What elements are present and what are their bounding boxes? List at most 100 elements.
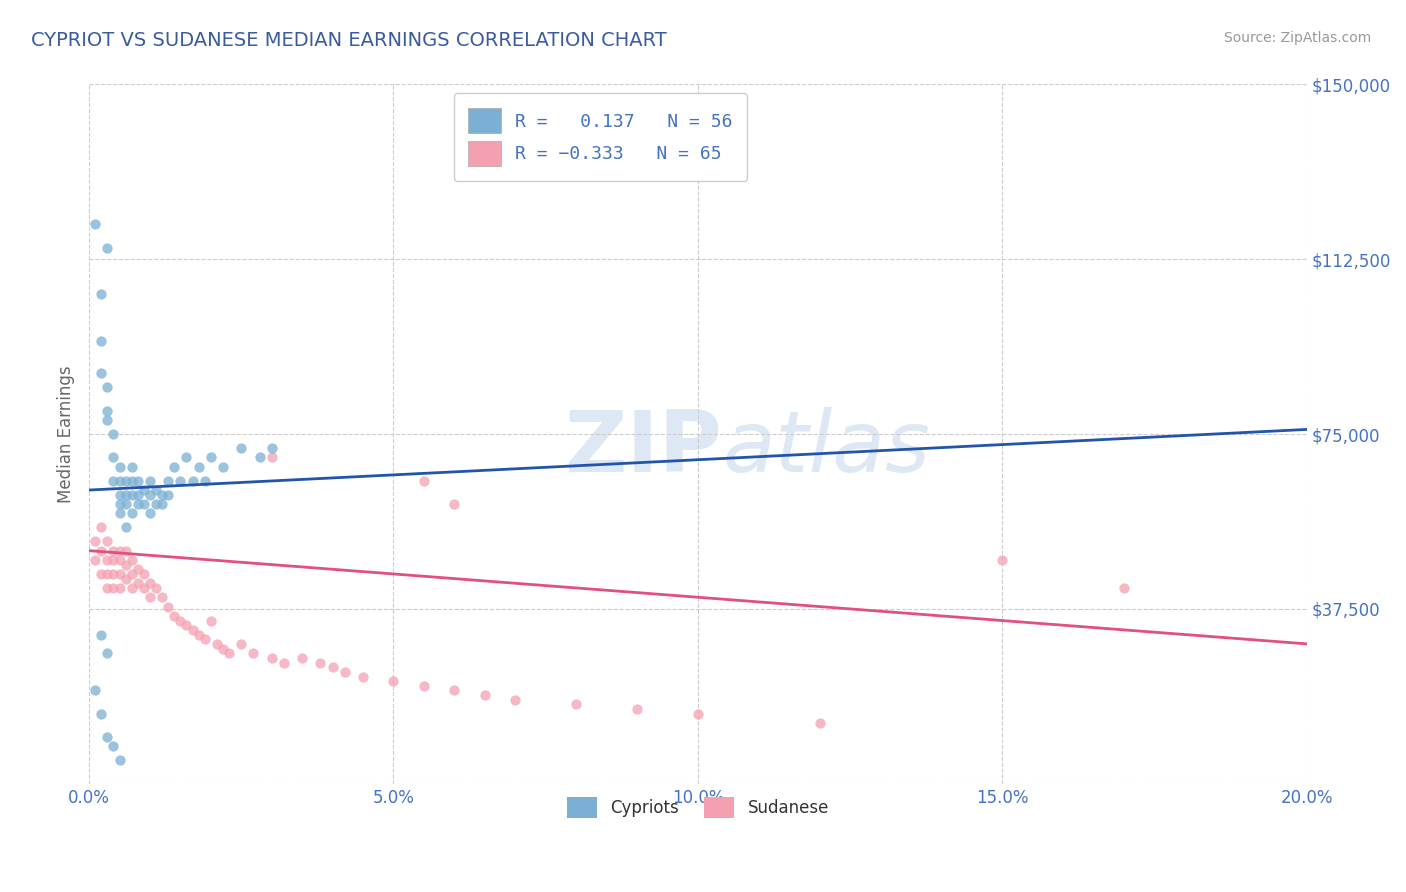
Point	[145, 497, 167, 511]
Point	[90, 367, 112, 381]
Point	[139, 576, 162, 591]
Legend: Cypriots, Sudanese: Cypriots, Sudanese	[561, 790, 835, 824]
Point	[291, 651, 314, 665]
Point	[333, 665, 356, 679]
Point	[808, 716, 831, 731]
Point	[121, 459, 143, 474]
Point	[127, 562, 149, 576]
Point	[260, 441, 283, 455]
Point	[127, 488, 149, 502]
Point	[121, 581, 143, 595]
Point	[1114, 581, 1136, 595]
Point	[108, 581, 131, 595]
Point	[187, 627, 209, 641]
Point	[103, 739, 125, 754]
Point	[157, 599, 180, 614]
Point	[194, 474, 217, 488]
Point	[163, 608, 186, 623]
Point	[218, 646, 240, 660]
Point	[145, 581, 167, 595]
Point	[139, 474, 162, 488]
Point	[103, 474, 125, 488]
Point	[96, 646, 118, 660]
Point	[309, 656, 332, 670]
Point	[103, 450, 125, 465]
Point	[103, 427, 125, 442]
Point	[157, 474, 180, 488]
Text: Source: ZipAtlas.com: Source: ZipAtlas.com	[1223, 31, 1371, 45]
Point	[96, 241, 118, 255]
Point	[103, 553, 125, 567]
Point	[114, 543, 136, 558]
Point	[108, 488, 131, 502]
Point	[90, 334, 112, 348]
Text: CYPRIOT VS SUDANESE MEDIAN EARNINGS CORRELATION CHART: CYPRIOT VS SUDANESE MEDIAN EARNINGS CORR…	[31, 31, 666, 50]
Point	[413, 474, 436, 488]
Point	[169, 614, 191, 628]
Point	[249, 450, 271, 465]
Point	[108, 497, 131, 511]
Point	[150, 488, 173, 502]
Point	[260, 450, 283, 465]
Point	[108, 543, 131, 558]
Point	[96, 553, 118, 567]
Point	[145, 483, 167, 497]
Point	[90, 287, 112, 301]
Point	[127, 497, 149, 511]
Point	[108, 459, 131, 474]
Point	[205, 637, 228, 651]
Point	[231, 441, 253, 455]
Point	[96, 413, 118, 427]
Point	[103, 543, 125, 558]
Point	[103, 581, 125, 595]
Text: ZIP: ZIP	[565, 407, 723, 490]
Point	[121, 506, 143, 520]
Point	[108, 553, 131, 567]
Point	[150, 591, 173, 605]
Point	[169, 474, 191, 488]
Point	[90, 520, 112, 534]
Point	[108, 506, 131, 520]
Point	[121, 566, 143, 581]
Point	[84, 683, 107, 698]
Point	[991, 553, 1014, 567]
Point	[103, 566, 125, 581]
Point	[114, 488, 136, 502]
Point	[212, 459, 235, 474]
Point	[231, 637, 253, 651]
Point	[686, 706, 709, 721]
Point	[176, 450, 198, 465]
Point	[84, 534, 107, 549]
Point	[114, 520, 136, 534]
Point	[84, 553, 107, 567]
Point	[260, 651, 283, 665]
Point	[96, 404, 118, 418]
Point	[121, 488, 143, 502]
Point	[132, 483, 155, 497]
Point	[443, 497, 465, 511]
Point	[176, 618, 198, 632]
Point	[132, 566, 155, 581]
Point	[96, 380, 118, 394]
Point	[352, 669, 374, 683]
Point	[127, 576, 149, 591]
Point	[157, 488, 180, 502]
Point	[121, 553, 143, 567]
Point	[121, 474, 143, 488]
Point	[200, 450, 222, 465]
Point	[114, 474, 136, 488]
Point	[565, 698, 588, 712]
Point	[132, 497, 155, 511]
Point	[139, 506, 162, 520]
Point	[322, 660, 344, 674]
Point	[90, 566, 112, 581]
Point	[443, 683, 465, 698]
Point	[114, 497, 136, 511]
Point	[96, 534, 118, 549]
Point	[84, 217, 107, 231]
Point	[96, 730, 118, 744]
Point	[96, 581, 118, 595]
Point	[200, 614, 222, 628]
Point	[114, 572, 136, 586]
Point	[108, 753, 131, 767]
